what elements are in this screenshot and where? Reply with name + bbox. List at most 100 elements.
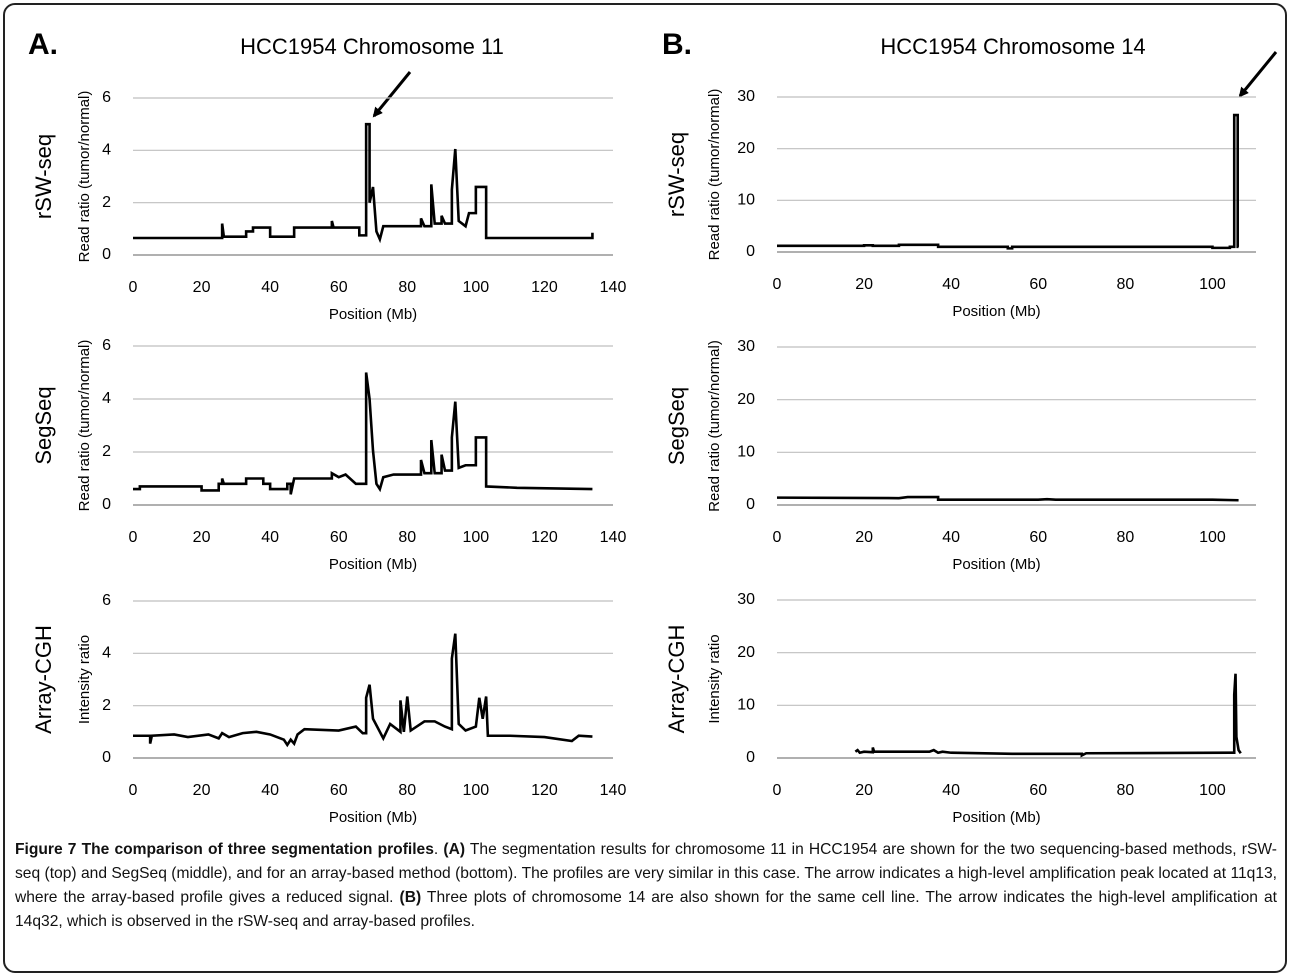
y-axis-title: Read ratio (tumor/normal) (76, 91, 93, 263)
x-tick-label: 0 (773, 276, 782, 293)
row-label: SegSeq (31, 386, 56, 464)
x-tick-label: 80 (398, 279, 416, 296)
x-tick-label: 20 (193, 529, 211, 546)
caption-text: . (433, 841, 444, 858)
row-label: rSW-seq (31, 134, 56, 219)
y-axis-title: Intensity ratio (706, 634, 723, 723)
chart: A. HCC1954 Chromosome 11 B. HCC1954 Chro… (28, 28, 1278, 826)
y-axis-title: Read ratio (tumor/normal) (706, 340, 723, 512)
y-tick-label: 2 (102, 194, 111, 211)
x-tick-label: 120 (531, 529, 558, 546)
x-tick-label: 140 (600, 279, 627, 296)
y-tick-label: 0 (102, 496, 111, 513)
x-tick-label: 120 (531, 782, 558, 799)
x-tick-label: 40 (261, 279, 279, 296)
x-axis-title: Position (Mb) (952, 303, 1040, 320)
panel-label: A. (28, 28, 58, 61)
data-line (133, 122, 594, 244)
caption-text: The segmentation results for chromosome … (15, 841, 1277, 906)
row-label: SegSeq (664, 387, 689, 465)
y-tick-label: 4 (102, 390, 111, 407)
y-axis-title: Read ratio (tumor/normal) (706, 89, 723, 261)
x-tick-label: 100 (1199, 782, 1226, 799)
x-tick-label: 20 (855, 782, 873, 799)
data-line (133, 372, 593, 495)
x-tick-label: 40 (942, 782, 960, 799)
x-tick-label: 40 (261, 529, 279, 546)
y-tick-label: 20 (737, 140, 755, 157)
x-tick-label: 100 (1199, 529, 1226, 546)
row-label: Array-CGH (664, 625, 689, 734)
x-tick-label: 0 (129, 529, 138, 546)
arrow (1238, 51, 1278, 98)
x-tick-label: 20 (855, 276, 873, 293)
y-tick-label: 0 (746, 496, 755, 513)
data-line (133, 633, 593, 748)
row-label: rSW-seq (664, 132, 689, 217)
x-tick-label: 0 (129, 782, 138, 799)
x-tick-label: 20 (855, 529, 873, 546)
y-tick-label: 6 (102, 337, 111, 354)
caption-text: Figure 7 The comparison of three segment… (15, 841, 434, 858)
y-tick-label: 0 (102, 246, 111, 263)
data-line (777, 113, 1240, 250)
x-tick-label: 40 (261, 782, 279, 799)
x-tick-label: 140 (600, 529, 627, 546)
y-tick-label: 2 (102, 443, 111, 460)
y-tick-label: 10 (737, 697, 755, 714)
caption-text: (B) (399, 889, 422, 906)
data-line (776, 495, 1239, 502)
x-axis-title: Position (Mb) (329, 809, 417, 826)
arrow (372, 71, 412, 118)
x-tick-label: 60 (330, 279, 348, 296)
y-tick-label: 0 (746, 243, 755, 260)
x-tick-label: 20 (193, 782, 211, 799)
caption-text: (A) (443, 841, 466, 858)
x-axis-title: Position (Mb) (952, 556, 1040, 573)
x-tick-label: 80 (1116, 782, 1134, 799)
x-tick-label: 60 (330, 782, 348, 799)
x-tick-label: 60 (1029, 529, 1047, 546)
y-tick-label: 30 (737, 591, 755, 608)
y-tick-label: 2 (102, 697, 111, 714)
y-tick-label: 6 (102, 592, 111, 609)
x-tick-label: 0 (773, 782, 782, 799)
panel-title: HCC1954 Chromosome 11 (240, 34, 504, 59)
y-tick-label: 6 (102, 89, 111, 106)
x-tick-label: 0 (773, 529, 782, 546)
panel-label: B. (662, 28, 692, 61)
x-tick-label: 100 (463, 529, 490, 546)
y-axis-title: Intensity ratio (76, 635, 93, 724)
y-tick-label: 0 (746, 749, 755, 766)
y-tick-label: 10 (737, 444, 755, 461)
panel-title: HCC1954 Chromosome 14 (880, 34, 1145, 59)
data-line (854, 673, 1242, 758)
y-tick-label: 30 (737, 338, 755, 355)
y-tick-label: 0 (102, 749, 111, 766)
y-tick-label: 10 (737, 192, 755, 209)
y-axis-title: Read ratio (tumor/normal) (76, 340, 93, 512)
y-tick-label: 20 (737, 644, 755, 661)
y-tick-label: 4 (102, 645, 111, 662)
x-tick-label: 40 (942, 276, 960, 293)
x-tick-label: 60 (1029, 782, 1047, 799)
x-axis-title: Position (Mb) (329, 556, 417, 573)
x-tick-label: 120 (531, 279, 558, 296)
y-tick-label: 20 (737, 391, 755, 408)
x-tick-label: 80 (398, 529, 416, 546)
x-tick-label: 100 (463, 782, 490, 799)
caption: Figure 7 The comparison of three segment… (15, 838, 1277, 934)
x-tick-label: 80 (398, 782, 416, 799)
figure-border (3, 3, 1287, 973)
x-tick-label: 60 (330, 529, 348, 546)
y-tick-label: 30 (737, 88, 755, 105)
x-tick-label: 140 (600, 782, 627, 799)
y-tick-label: 4 (102, 142, 111, 159)
x-tick-label: 60 (1029, 276, 1047, 293)
x-tick-label: 80 (1116, 529, 1134, 546)
x-tick-label: 100 (1199, 276, 1226, 293)
x-tick-label: 40 (942, 529, 960, 546)
row-label: Array-CGH (31, 625, 56, 734)
x-tick-label: 80 (1116, 276, 1134, 293)
